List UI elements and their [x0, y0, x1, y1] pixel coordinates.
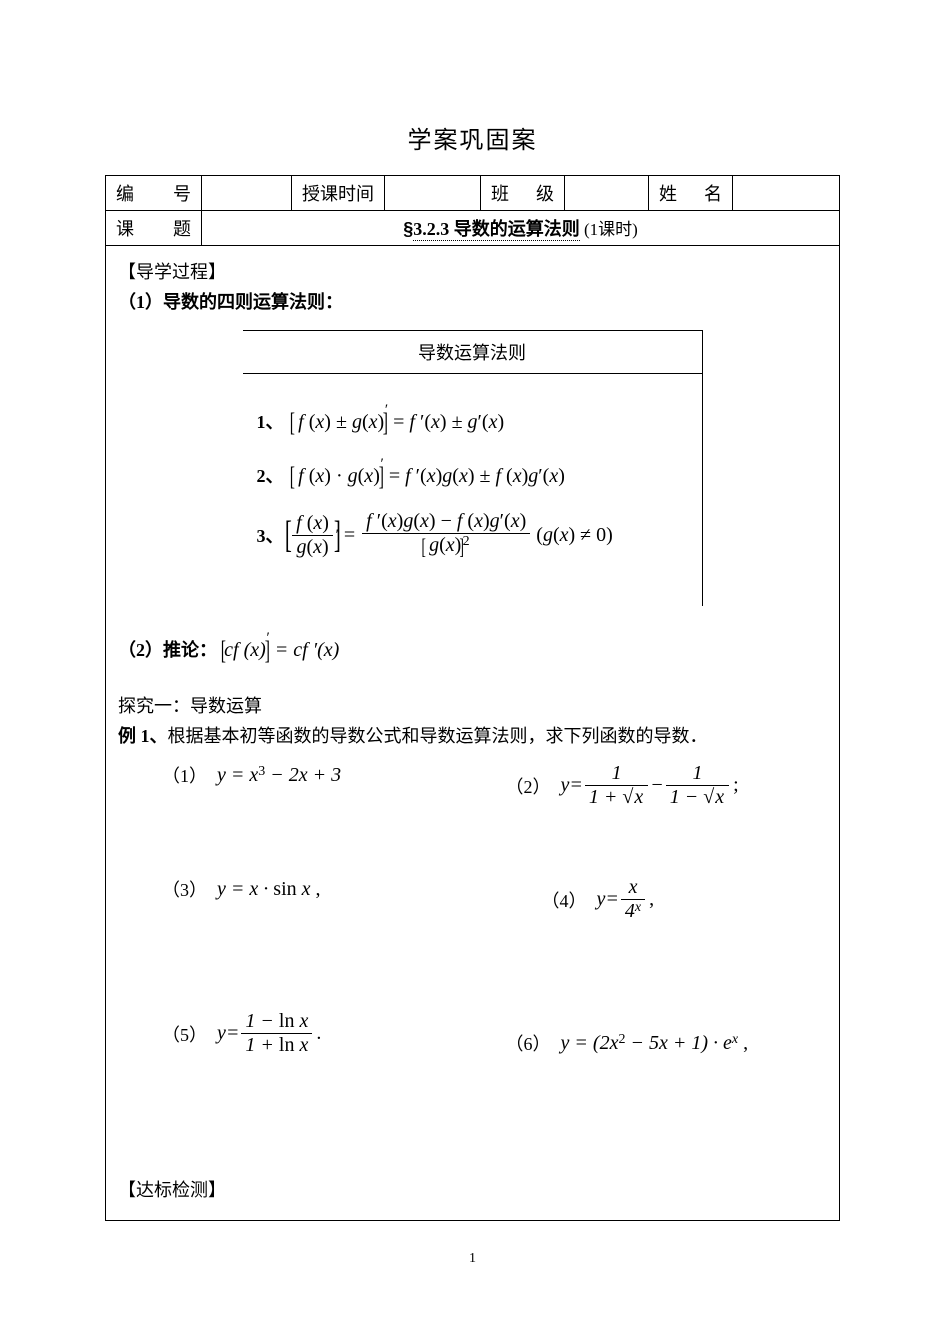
class-value: [565, 176, 649, 211]
explore-label: 探究一：导数运算: [118, 692, 827, 718]
number-label: 编 号: [106, 176, 202, 211]
header-table: 编 号 授课时间 班 级 姓 名 课 题 §3.2.3 导数的运算法则 (1课时…: [105, 175, 840, 246]
problem-4: （4） y = x 4x ,: [506, 876, 827, 923]
corollary: （2）推论： [cf (x)]′ = cf ′(x): [118, 630, 827, 666]
content-area: 【导学过程】 （1）导数的四则运算法则： 导数运算法则 1、 [ f (x) ±…: [105, 246, 840, 1221]
rule-3: 3、 [ f (x) g(x) ]′ = f ′(x)g(x) − f (x)g…: [257, 510, 688, 560]
rules-box: 导数运算法则 1、 [ f (x) ± g(x)]′ = f ′(x) ± g′…: [243, 330, 703, 606]
page-title: 学案巩固案: [105, 120, 840, 155]
header-row-2: 课 题 §3.2.3 导数的运算法则 (1课时): [106, 211, 840, 246]
rules-body: 1、 [ f (x) ± g(x)]′ = f ′(x) ± g′(x) 2、 …: [243, 374, 702, 606]
example-label: 例 1、: [118, 726, 168, 746]
header-row-1: 编 号 授课时间 班 级 姓 名: [106, 176, 840, 211]
topic-value: §3.2.3 导数的运算法则 (1课时): [202, 211, 840, 246]
problem-2: （2） y = 1 1 + √x − 1 1 − √x ;: [506, 762, 827, 809]
problem-5: （5） y = 1 − ln x 1 + ln x .: [162, 1010, 500, 1057]
page: 学案巩固案 编 号 授课时间 班 级 姓 名 课 题 §3.2.3 导数的运算法…: [0, 0, 945, 1267]
row-1: （1） y = x3 − 2x + 3 （2） y = 1 1 + √x −: [118, 762, 827, 862]
rules-box-title: 导数运算法则: [243, 331, 702, 374]
time-label: 授课时间: [292, 176, 385, 211]
example-1: 例 1、根据基本初等函数的导数公式和导数运算法则，求下列函数的导数．: [118, 722, 827, 748]
name-label: 姓 名: [649, 176, 733, 211]
footer-heading: 【达标检测】: [118, 1176, 827, 1202]
problem-6: （6） y = (2x2 − 5x + 1) · ex ,: [506, 1030, 827, 1056]
number-value: [202, 176, 292, 211]
row-3: （5） y = 1 − ln x 1 + ln x . （6） y = (2x2…: [118, 1010, 827, 1130]
rule-1: 1、 [ f (x) ± g(x)]′ = f ′(x) ± g′(x): [257, 402, 688, 438]
time-value: [385, 176, 481, 211]
four-rules-label: （1）导数的四则运算法则：: [118, 288, 827, 314]
problem-3: （3） y = x · sin x ,: [162, 876, 500, 902]
rule-2: 2、 [ f (x) · g(x)]′ = f ′(x)g(x) ± f (x)…: [257, 456, 688, 492]
problem-1: （1） y = x3 − 2x + 3: [162, 762, 500, 788]
class-label: 班 级: [481, 176, 565, 211]
corollary-label: （2）推论：: [118, 640, 217, 660]
name-value: [733, 176, 840, 211]
topic-label: 课 题: [106, 211, 202, 246]
page-number: 1: [105, 1251, 840, 1267]
example-text: 根据基本初等函数的导数公式和导数运算法则，求下列函数的导数．: [168, 726, 708, 746]
row-2: （3） y = x · sin x , （4） y = x 4x ,: [118, 876, 827, 996]
process-heading: 【导学过程】: [118, 258, 827, 284]
